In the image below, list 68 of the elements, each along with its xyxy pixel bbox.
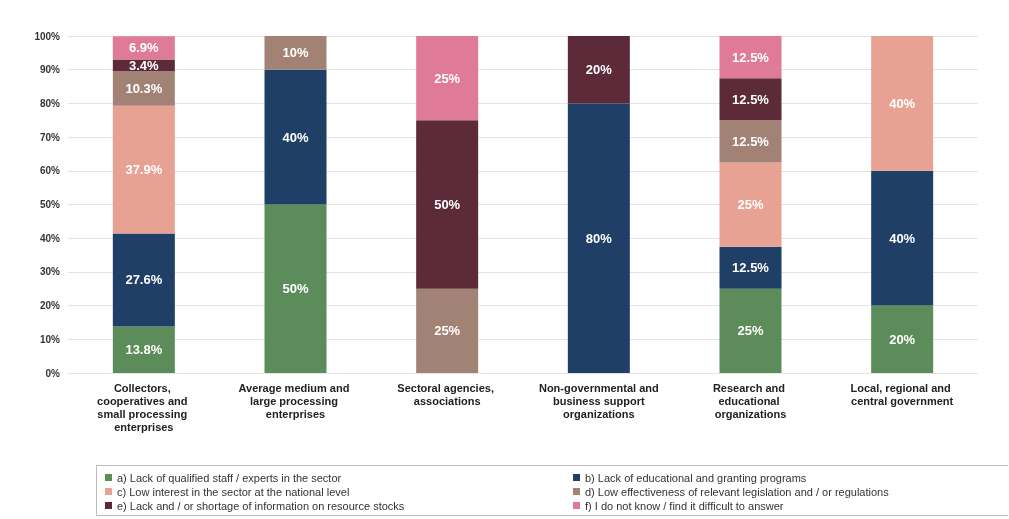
data-label: 50% [434,197,461,212]
bar [112,105,175,234]
y-tick-label: 30% [39,266,61,278]
bar [112,326,175,373]
data-label: 20% [889,331,916,347]
data-label: 12.5% [732,49,770,65]
x-tick-label: Non-governmental and business support organizations [538,381,659,420]
data-label: 13.8% [125,342,163,358]
bar [416,36,479,121]
data-label: 40% [282,129,309,145]
y-tick-label: 60% [39,165,61,177]
legend-label: e) Lack and / or shortage of information on resource stocks [117,499,405,512]
y-tick-label: 100% [34,30,61,42]
y-tick-label: 10% [39,333,61,345]
x-tick-label: Collectors, cooperatives and small processing enterprises [97,381,191,433]
legend-label: a) Lack of qualified staff / experts in the sector [117,471,342,484]
bar [871,36,934,171]
bar [719,162,782,247]
bar [719,246,782,289]
y-tick-label: 70% [39,131,61,143]
legend-label: f) I do not know / find it difficult to answer [585,499,784,512]
data-label: 12.5% [732,133,770,149]
data-label: 25% [737,197,764,212]
y-tick-label: 50% [39,199,61,210]
y-tick-label: 80% [39,97,61,109]
legend-label: c) Low interest in the sector at the national level [117,485,350,498]
data-label: 12.5% [732,91,770,107]
bar [416,120,479,289]
data-label: 37.9% [125,162,163,178]
data-label: 40% [889,95,916,111]
data-label: 50% [282,281,309,297]
x-tick-label: Average medium and large processing enterprises [238,381,353,420]
bar [264,36,327,70]
bar [567,36,630,104]
data-label: 25% [434,323,461,339]
y-tick-label: 20% [39,300,61,312]
data-label: 10.3% [125,80,163,96]
data-label: 80% [585,230,613,246]
bar [567,103,630,373]
data-label: 40% [889,230,916,246]
data-label: 10% [282,45,309,61]
bar [264,69,327,205]
bar [871,305,934,373]
data-label: 25% [737,323,764,339]
y-tick-label: 90% [39,64,61,76]
y-tick-label: 40% [39,232,61,244]
x-tick-label: Sectoral agencies, associations [397,381,497,407]
bar [719,36,782,79]
bar [719,78,782,121]
data-label: 27.6% [125,272,163,288]
bar [112,36,175,60]
bar [112,71,175,106]
data-label: 6.9% [129,40,160,56]
bar [264,204,327,373]
bar [719,288,782,373]
data-label: 20% [585,62,613,78]
data-label: 3.4% [129,57,160,73]
bar [112,233,175,327]
bar [416,288,479,373]
x-tick-label: Local, regional and central government [850,381,954,407]
bar [719,120,782,163]
y-tick-label: 0% [45,367,61,379]
data-label: 25% [434,70,461,86]
legend-label: b) Lack of educational and granting programs [585,471,807,484]
bar [871,170,934,306]
data-label: 12.5% [732,260,770,276]
x-tick-label: Research and educational organizations [712,381,789,420]
legend-label: d) Low effectiveness of relevant legislation and / or regulations [585,485,890,498]
